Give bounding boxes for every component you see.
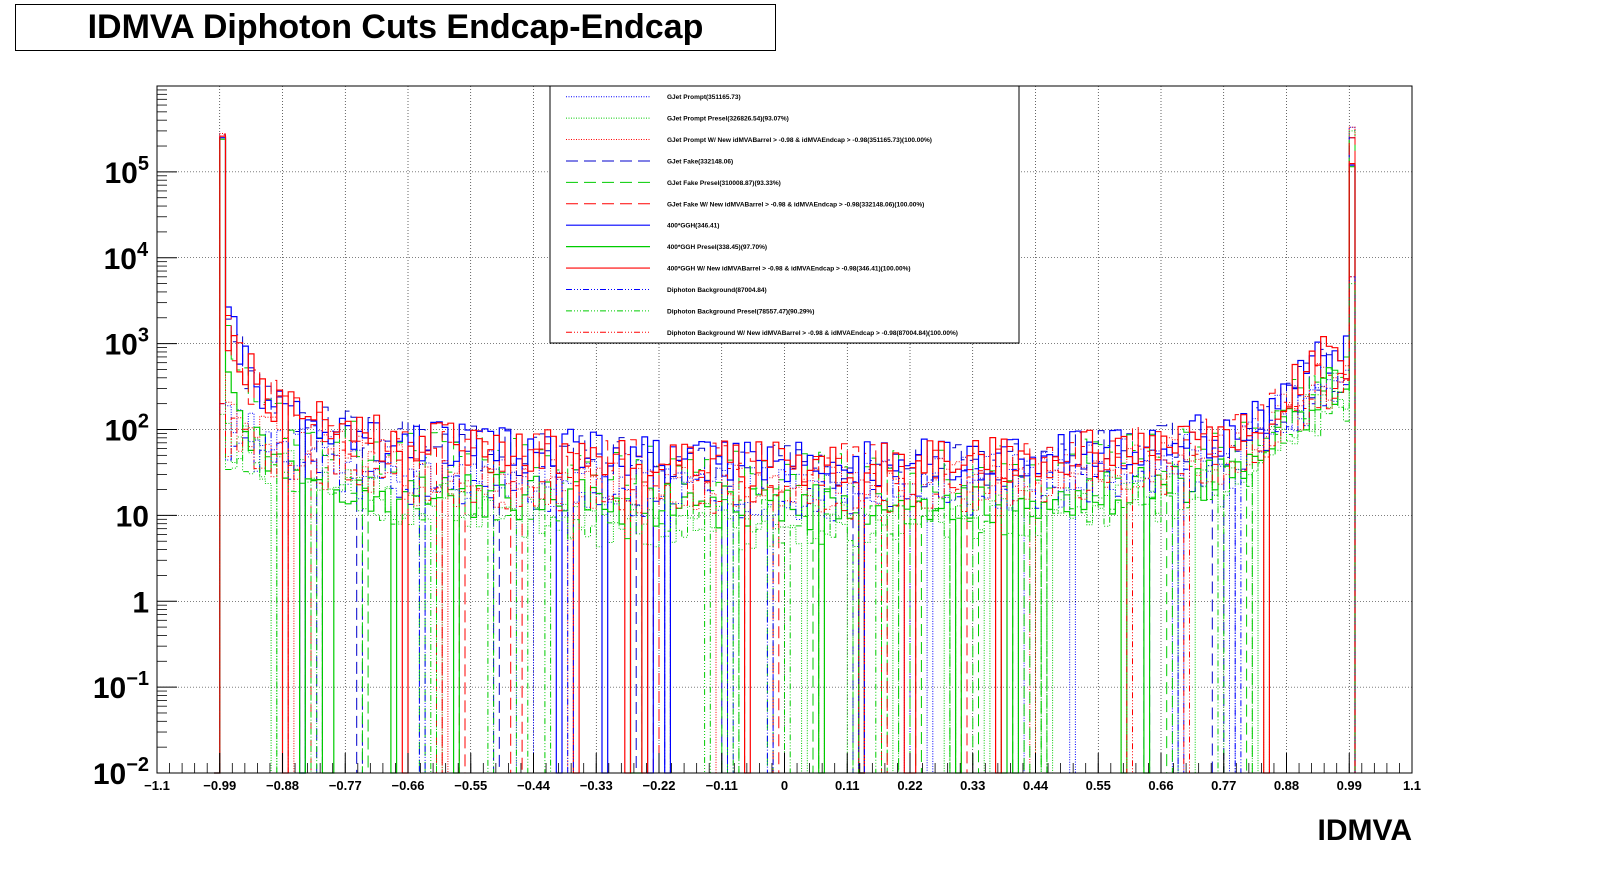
x-axis-tick-labels: −1.1 −0.99 −0.88 −0.77 −0.66 −0.55 −0.44 −0.33 −… — [144, 778, 1421, 793]
legend-entry: GJet Prompt Presel(326826.54)(93.07%) — [667, 116, 789, 123]
x-tick-label: −0.77 — [329, 778, 362, 793]
x-tick-label: −0.99 — [203, 778, 236, 793]
y-tick-label: 103 — [105, 325, 150, 362]
x-tick-label: −0.44 — [517, 778, 551, 793]
x-tick-label: 0.22 — [897, 778, 922, 793]
x-tick-label: −0.22 — [643, 778, 676, 793]
x-axis-title: IDMVA — [1318, 814, 1412, 847]
legend-entry: 400*GGH Presel(338.45)(97.70%) — [667, 244, 767, 251]
legend-box — [549, 85, 1020, 344]
histogram-series-6 — [214, 137, 1356, 774]
y-tick-label: 105 — [105, 153, 150, 190]
axis-ticks — [156, 89, 1413, 774]
y-tick-label: 10−2 — [93, 754, 149, 791]
x-tick-label: 0.88 — [1274, 778, 1299, 793]
x-tick-label: 0.33 — [960, 778, 985, 793]
legend-entry: Diphoton Background W/ New idMVABarrel >… — [667, 330, 958, 337]
legend: GJet Prompt(351165.73) GJet Prompt Presel… — [549, 85, 1020, 344]
x-tick-label: 0.66 — [1148, 778, 1173, 793]
histogram-series-10 — [214, 283, 1356, 774]
x-tick-label: −0.88 — [266, 778, 299, 793]
histogram-series-3 — [214, 134, 1356, 774]
x-tick-label: −0.11 — [706, 778, 738, 793]
legend-entry: GJet Fake W/ New idMVABarrel > -0.98 & i… — [667, 201, 924, 208]
x-tick-label: −1.1 — [144, 778, 170, 793]
legend-entry: GJet Fake(332148.06) — [667, 158, 733, 165]
y-axis-tick-labels: 10−2 10−1 1 10 102 103 104 105 — [93, 153, 149, 791]
histogram-series-11 — [214, 276, 1356, 774]
title-box: IDMVA Diphoton Cuts Endcap-Endcap — [15, 4, 776, 51]
legend-entry: 400*GGH W/ New idMVABarrel > -0.98 & idM… — [667, 266, 911, 273]
x-tick-label: 1.1 — [1403, 778, 1421, 793]
legend-entry: GJet Prompt(351165.73) — [667, 94, 741, 101]
legend-entry: Diphoton Background(87004.84) — [667, 287, 767, 294]
histogram-series-9 — [214, 276, 1356, 774]
y-tick-label: 10 — [116, 500, 149, 533]
x-tick-label: −0.55 — [454, 778, 487, 793]
x-tick-label: −0.33 — [580, 778, 613, 793]
x-tick-label: −0.66 — [392, 778, 425, 793]
legend-entry: GJet Fake Presel(310008.87)(93.33%) — [667, 180, 781, 187]
legend-entry: 400*GGH(346.41) — [667, 223, 719, 230]
x-tick-label: 0.77 — [1211, 778, 1236, 793]
x-tick-label: 0.55 — [1086, 778, 1111, 793]
y-tick-label: 104 — [104, 239, 149, 276]
legend-entry: GJet Prompt W/ New idMVABarrel > -0.98 &… — [667, 137, 932, 144]
x-tick-label: 0.99 — [1337, 778, 1362, 793]
y-tick-label: 10−1 — [93, 668, 149, 705]
chart-title: IDMVA Diphoton Cuts Endcap-Endcap — [87, 8, 704, 46]
y-tick-label: 102 — [105, 411, 150, 448]
legend-entry: Diphoton Background Presel(78557.47)(90.… — [667, 308, 814, 315]
x-tick-label: 0.44 — [1023, 778, 1049, 793]
x-tick-label: 0.11 — [835, 778, 860, 793]
series-layer — [214, 126, 1356, 774]
x-tick-label: 0 — [781, 778, 788, 793]
y-tick-label: 1 — [132, 586, 149, 619]
